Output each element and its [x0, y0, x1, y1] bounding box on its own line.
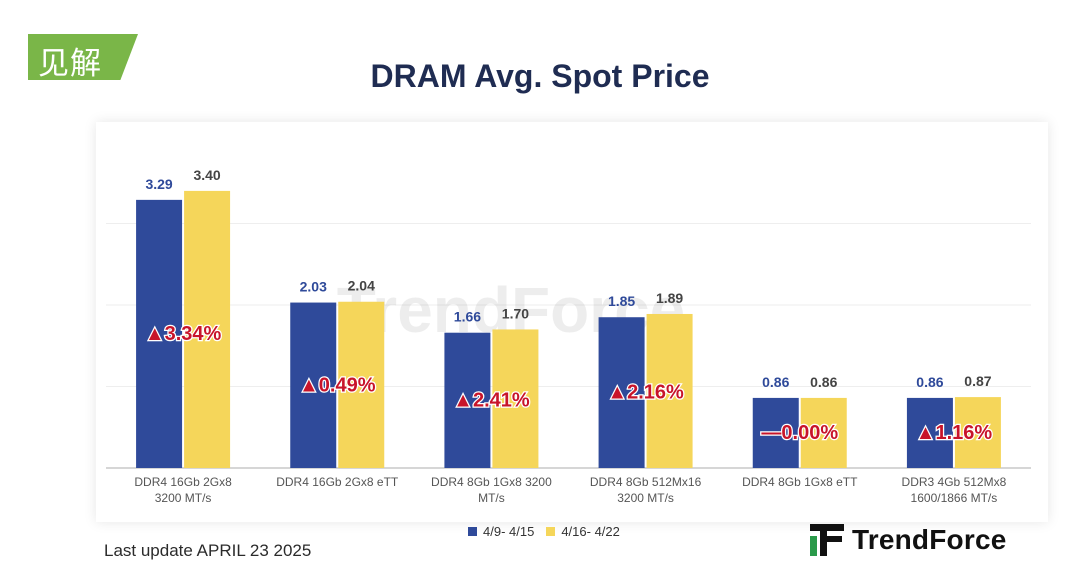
data-label-2: 1.89 — [656, 290, 683, 306]
bar-1 — [136, 199, 183, 468]
trendforce-logo-icon — [810, 524, 844, 556]
insight-badge: 见解 — [28, 34, 138, 80]
legend-item-series-1: 4/9- 4/15 — [468, 524, 534, 539]
category-label: 3200 MT/s — [617, 491, 674, 505]
bar-1 — [444, 332, 491, 468]
legend: 4/9- 4/15 4/16- 4/22 — [468, 524, 620, 539]
change-label: ▲0.49% — [299, 374, 376, 396]
category-label: DDR4 16Gb 2Gx8 — [134, 475, 232, 489]
data-label-1: 2.03 — [300, 279, 327, 295]
category-label: DDR4 8Gb 1Gx8 eTT — [742, 475, 858, 489]
trendforce-logo: TrendForce — [810, 524, 1006, 556]
bar-2 — [184, 190, 231, 468]
bar-1 — [290, 302, 337, 468]
data-label-1: 1.85 — [608, 293, 635, 309]
last-update-text: Last update APRIL 23 2025 — [104, 541, 312, 560]
badge-text: 见解 — [38, 46, 102, 82]
bar-2 — [954, 397, 1001, 468]
category-label: MT/s — [478, 491, 505, 505]
bar-2 — [492, 329, 539, 468]
data-label-1: 3.29 — [145, 176, 172, 192]
change-label: —0.00% — [761, 422, 838, 444]
legend-item-series-2: 4/16- 4/22 — [546, 524, 620, 539]
data-label-2: 1.70 — [502, 305, 529, 321]
chart-title: DRAM Avg. Spot Price — [370, 58, 710, 94]
data-label-1: 1.66 — [454, 309, 481, 325]
data-label-2: 0.87 — [964, 373, 991, 389]
data-label-1: 0.86 — [762, 374, 789, 390]
change-label: ▲2.16% — [607, 382, 684, 404]
bar-2 — [338, 301, 385, 468]
category-label: DDR3 4Gb 512Mx8 — [902, 475, 1007, 489]
bar-1 — [752, 397, 799, 468]
data-label-2: 0.86 — [810, 374, 837, 390]
category-label: 3200 MT/s — [155, 491, 212, 505]
legend-label-series-2: 4/16- 4/22 — [561, 524, 620, 539]
bar-1 — [906, 397, 953, 468]
legend-swatch-series-1 — [468, 527, 477, 536]
bar-chart: TrendForce 3.293.40▲3.34%DDR4 16Gb 2Gx83… — [106, 167, 1031, 505]
change-label: ▲1.16% — [916, 422, 993, 444]
data-label-2: 2.04 — [348, 278, 375, 294]
bar-2 — [646, 313, 693, 468]
bar-1 — [598, 317, 645, 468]
category-label: DDR4 16Gb 2Gx8 eTT — [276, 475, 399, 489]
data-label-1: 0.86 — [916, 374, 943, 390]
chart-area: TrendForce 3.29 3.40 ▲3.34% DDR4 16Gb 2Gx8 3… — [96, 122, 1048, 522]
legend-swatch-series-2 — [546, 527, 556, 536]
bar-2 — [800, 397, 847, 468]
data-label-2: 3.40 — [193, 167, 220, 183]
category-label: 1600/1866 MT/s — [911, 491, 998, 505]
logo-text: TrendForce — [852, 524, 1007, 555]
category-label: DDR4 8Gb 1Gx8 3200 — [431, 475, 552, 489]
legend-label-series-1: 4/9- 4/15 — [483, 524, 535, 539]
change-label: ▲2.41% — [453, 389, 530, 411]
change-label: ▲3.34% — [145, 323, 222, 345]
category-label: DDR4 8Gb 512Mx16 — [590, 475, 702, 489]
